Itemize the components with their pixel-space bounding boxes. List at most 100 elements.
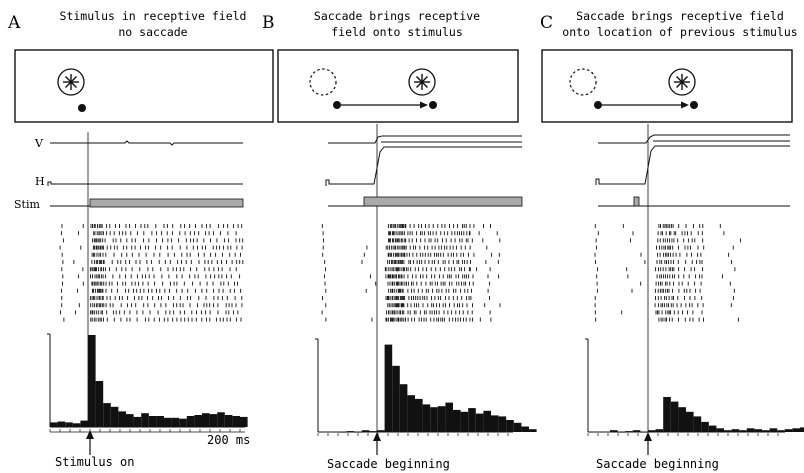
histogram-bar (346, 431, 355, 432)
histogram-bar (754, 429, 762, 432)
event-label: Stimulus on (55, 455, 134, 469)
histogram-bar (407, 395, 415, 432)
event-label: Saccade beginning (327, 457, 450, 471)
schematic-box (14, 49, 274, 123)
histogram-bar (80, 420, 88, 427)
histogram-bar (224, 415, 233, 427)
histogram-bar (617, 432, 626, 433)
histogram-bar (655, 429, 664, 432)
event-arrow (373, 432, 381, 455)
horizontal-eye-trace (325, 146, 522, 186)
spike-raster (321, 224, 501, 322)
stimulus-icon (57, 68, 85, 96)
histogram-bar (506, 420, 514, 432)
trace-label-h: H (35, 175, 45, 188)
histogram-bar (708, 425, 717, 432)
histogram-bar (133, 416, 142, 427)
event-arrow (644, 432, 652, 455)
stimulus-on-bar (89, 198, 244, 208)
histogram-bar (678, 407, 686, 432)
histogram-bar (686, 411, 694, 432)
event-label: Saccade beginning (596, 457, 719, 471)
histogram-bar (784, 429, 793, 432)
histogram-bar (422, 404, 431, 432)
fixation-point-end (690, 101, 698, 109)
histogram-bar (118, 411, 126, 427)
histogram-bar (777, 430, 785, 432)
histogram-bar (800, 427, 804, 432)
event-arrow (86, 430, 94, 455)
histogram-bar (731, 429, 740, 432)
schematic-box (541, 49, 793, 123)
histogram-bar (498, 416, 507, 432)
histogram-bar (209, 414, 218, 427)
panel-title-line-2: no saccade (118, 25, 187, 39)
histogram-bar (179, 418, 187, 427)
histogram-bar (445, 402, 453, 432)
previous-receptive-field (569, 68, 597, 96)
histogram-bar (625, 431, 633, 432)
stimulus-flash-bar (633, 196, 640, 207)
histogram-bar (110, 406, 119, 427)
panel-letter: A (7, 13, 21, 33)
panel-b: B Saccade brings receptive field onto st… (262, 9, 537, 471)
histogram-bar (361, 430, 370, 432)
histogram-bar (377, 430, 385, 432)
histogram-bar (217, 412, 225, 427)
histogram-bar (369, 431, 377, 432)
histogram-bar (693, 416, 702, 432)
trace-label-stim: Stim (14, 198, 40, 211)
histogram-bar (529, 429, 537, 432)
histogram-bar (202, 413, 210, 427)
histogram-bar (415, 398, 423, 432)
histogram-bar (670, 401, 679, 432)
histogram-bar (232, 416, 240, 427)
stimulus-location-icon (668, 68, 696, 96)
panel-title-line-1: Saccade brings receptive (314, 9, 480, 23)
histogram-bar (769, 428, 778, 432)
histogram-bar (610, 430, 618, 432)
histogram-bar (95, 381, 104, 427)
histogram-bar (148, 416, 157, 427)
panel-a: A Stimulus in receptive field no saccade… (7, 9, 274, 469)
fixation-point-end (429, 101, 437, 109)
histogram-bar (701, 421, 709, 432)
histogram-bar (399, 384, 408, 432)
horizontal-eye-trace (47, 181, 243, 186)
histogram-bar (430, 407, 438, 432)
panel-c: C Saccade brings receptive field onto lo… (540, 9, 804, 471)
histogram-bar (354, 432, 362, 433)
histogram-bar (126, 414, 134, 427)
psth-histogram (339, 344, 537, 433)
histogram-bar (339, 432, 347, 433)
histogram-bar (88, 335, 96, 427)
histogram-bar (164, 417, 172, 427)
horizontal-eye-trace (595, 145, 790, 185)
histogram-bar (468, 408, 476, 432)
panel-title-line-2: onto location of previous stimulus (562, 25, 797, 39)
panel-title-line-2: field onto stimulus (331, 25, 463, 39)
histogram-bar (513, 422, 522, 432)
histogram-bar (240, 416, 248, 427)
vertical-eye-trace (50, 140, 243, 146)
previous-receptive-field (309, 68, 337, 96)
histogram-bar (483, 410, 491, 432)
histogram-bar (716, 428, 724, 432)
histogram-bar (762, 430, 770, 432)
histogram-bar (640, 432, 648, 433)
histogram-bar (632, 430, 641, 432)
vertical-eye-trace (328, 135, 522, 144)
panel-title-line-1: Stimulus in receptive field (60, 9, 247, 23)
psth-histogram (50, 335, 248, 427)
histogram-bar (194, 415, 202, 427)
histogram-bar (746, 428, 755, 432)
histogram-bar (141, 413, 149, 427)
histogram-bar (663, 397, 671, 432)
panel-title-line-1: Saccade brings receptive field (576, 9, 784, 23)
trace-label-v: V (34, 137, 44, 150)
histogram-bar (156, 416, 164, 427)
stimulus-on-bar (363, 196, 523, 207)
histogram-bar (475, 413, 484, 432)
histogram-bar (186, 416, 195, 427)
